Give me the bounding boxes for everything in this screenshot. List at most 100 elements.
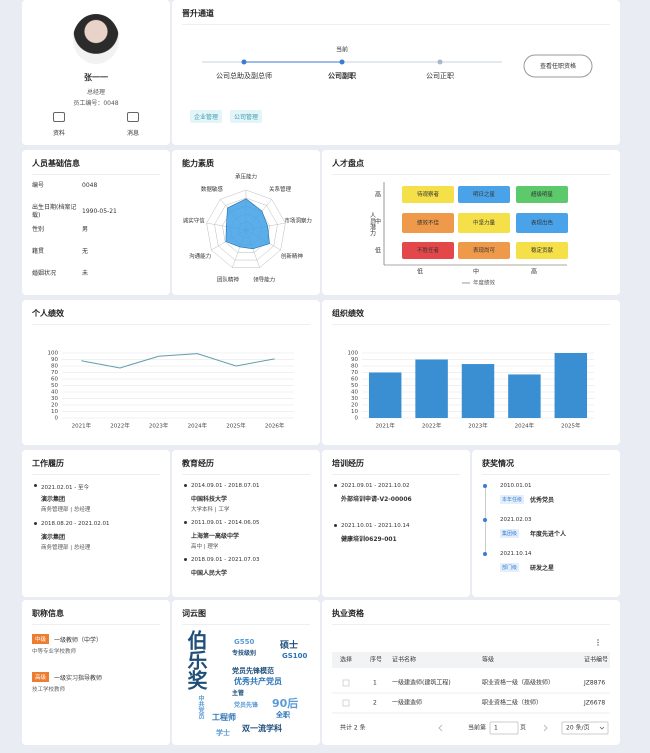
dropdown-arrow	[599, 726, 605, 730]
organization: 中国科技大学	[191, 496, 228, 503]
info-value: 0048	[82, 182, 98, 189]
y-tick-label: 0	[355, 416, 359, 422]
talent-box-label: 绩效不佳	[417, 219, 440, 227]
organization: 上海第一高级中学	[191, 533, 240, 540]
y-tick-label: 50	[51, 383, 58, 389]
timeline-dot	[184, 558, 187, 561]
table-cell: JZ6678	[583, 700, 605, 707]
x-level: 高	[531, 268, 537, 276]
x-tick-label: 2024年	[515, 422, 535, 430]
current-label: 当前	[336, 46, 348, 54]
period: 2011.09.01 - 2014.06.05	[191, 520, 260, 526]
y-tick-label: 100	[348, 351, 359, 357]
y-tick-label: 30	[351, 396, 358, 402]
talent-box-label: 明日之星	[473, 190, 496, 198]
award-level: 部门级	[500, 563, 520, 572]
y-tick-label: 80	[51, 364, 58, 370]
x-tick-label: 2021年	[72, 422, 92, 430]
cloud-word: 学士	[216, 729, 230, 737]
title-type: 技工学校教师	[32, 687, 66, 693]
talent-box	[516, 242, 568, 259]
table-total: 共计 2 条	[340, 724, 366, 732]
title-divider	[332, 474, 460, 475]
action-label[interactable]: 消息	[126, 130, 139, 137]
period: 2014.09.01 - 2018.07.01	[191, 483, 260, 489]
award-name: 研发之星	[530, 565, 555, 572]
radar-label: 市场洞察力	[284, 216, 312, 224]
table-cell: 一级建造师(建筑工程)	[392, 679, 451, 687]
card-title: 人才盘点	[332, 159, 364, 168]
cloud-word: 专技级别	[232, 650, 257, 657]
bar	[554, 353, 588, 418]
x-tick-label: 2025年	[561, 422, 581, 430]
talent-box	[516, 186, 568, 203]
title-name: 一级教师（中学）	[54, 637, 103, 644]
menu-dot	[597, 641, 599, 644]
cloud-word: 全职	[276, 711, 290, 719]
y-tick-label: 20	[351, 403, 358, 409]
title-name: 一级实习指导教师	[54, 675, 103, 682]
title-divider	[182, 624, 310, 625]
row-checkbox[interactable]	[342, 699, 350, 707]
table-cell: 2	[373, 700, 377, 707]
talent-box	[402, 213, 454, 233]
card-title: 晋升通道	[182, 9, 214, 18]
y-tick-label: 90	[51, 357, 58, 363]
organization: 中国人民大学	[191, 570, 228, 577]
period: 2021.10.01 - 2021.10.14	[341, 523, 410, 529]
table-cell: 职业资格一级（高级技师）	[482, 679, 554, 687]
page-number: 1	[494, 725, 498, 732]
action-label[interactable]: 资料	[52, 130, 65, 137]
table-cell: 1	[373, 680, 377, 687]
step-label: 公司总助及副总师	[216, 71, 272, 80]
role: 商务管理部 | 总经理	[41, 545, 91, 551]
card-title: 个人绩效	[32, 309, 64, 318]
radar-ring	[206, 189, 286, 268]
bar	[461, 364, 495, 418]
talent-box-label: 待观察者	[417, 190, 440, 198]
ability-card: 能力素质 承压能力 关系管理 市场洞察力 创新精神 领导能力 团队精神 沟通能力 诚实守信 数据敏…	[172, 150, 320, 295]
talent-box-label: 不胜任者	[417, 246, 440, 254]
card-title: 获奖情况	[482, 459, 514, 468]
card-title: 组织绩效	[332, 309, 364, 318]
cloud-word: GS100	[282, 652, 308, 660]
info-label: 婚姻状况	[32, 270, 57, 277]
period: 2021.09.01 - 2021.10.02	[341, 483, 410, 489]
award-date: 2021.02.03	[500, 517, 532, 523]
button-label: 查看任职资格	[540, 62, 576, 70]
action-icon[interactable]	[53, 112, 65, 122]
profile-card: 张一一 总经理 员工编号：0048 资料 消息	[22, 0, 170, 145]
y-tick-label: 20	[51, 403, 58, 409]
radar-area	[225, 198, 270, 250]
table-header: 选择	[340, 656, 352, 664]
cloud-word: 中共党员	[197, 695, 204, 719]
education-card: 教育经历 2014.09.01 - 2018.07.01 中国科技大学 大学本科 | …	[172, 450, 320, 597]
card-title: 教育经历	[182, 459, 214, 468]
qualification-button[interactable]: 查看任职资格	[523, 54, 593, 78]
table-header-bg	[332, 652, 610, 668]
title-divider	[482, 474, 610, 475]
menu-dot	[597, 639, 599, 641]
y-tick-label: 90	[351, 357, 358, 363]
line	[81, 353, 275, 369]
card-canvas: 人员潜力高中低低中高待观察者 明日之星 超级明星绩效不佳 中坚力量 表现出色不胜任者 表现…	[369, 182, 568, 287]
employee-no: 员工编号：0048	[73, 100, 119, 107]
y-axis-title: 人员潜力	[369, 212, 376, 237]
radar-label: 沟通能力	[189, 252, 211, 260]
employee-name: 张一一	[84, 73, 108, 82]
organization: 演示集团	[41, 534, 66, 541]
radar-ring	[222, 205, 270, 253]
row-checkbox[interactable]	[342, 679, 350, 687]
timeline-dot	[334, 524, 337, 527]
talent-box	[402, 242, 454, 259]
action-icon[interactable]	[127, 112, 139, 122]
x-level: 低	[417, 268, 423, 276]
cloud-word: 工程师	[212, 713, 236, 722]
y-tick-label: 50	[351, 383, 358, 389]
title-divider	[182, 474, 310, 475]
y-tick-label: 80	[351, 364, 358, 370]
x-tick-label: 2024年	[188, 422, 208, 430]
talent-box-label: 表现出色	[531, 219, 554, 227]
